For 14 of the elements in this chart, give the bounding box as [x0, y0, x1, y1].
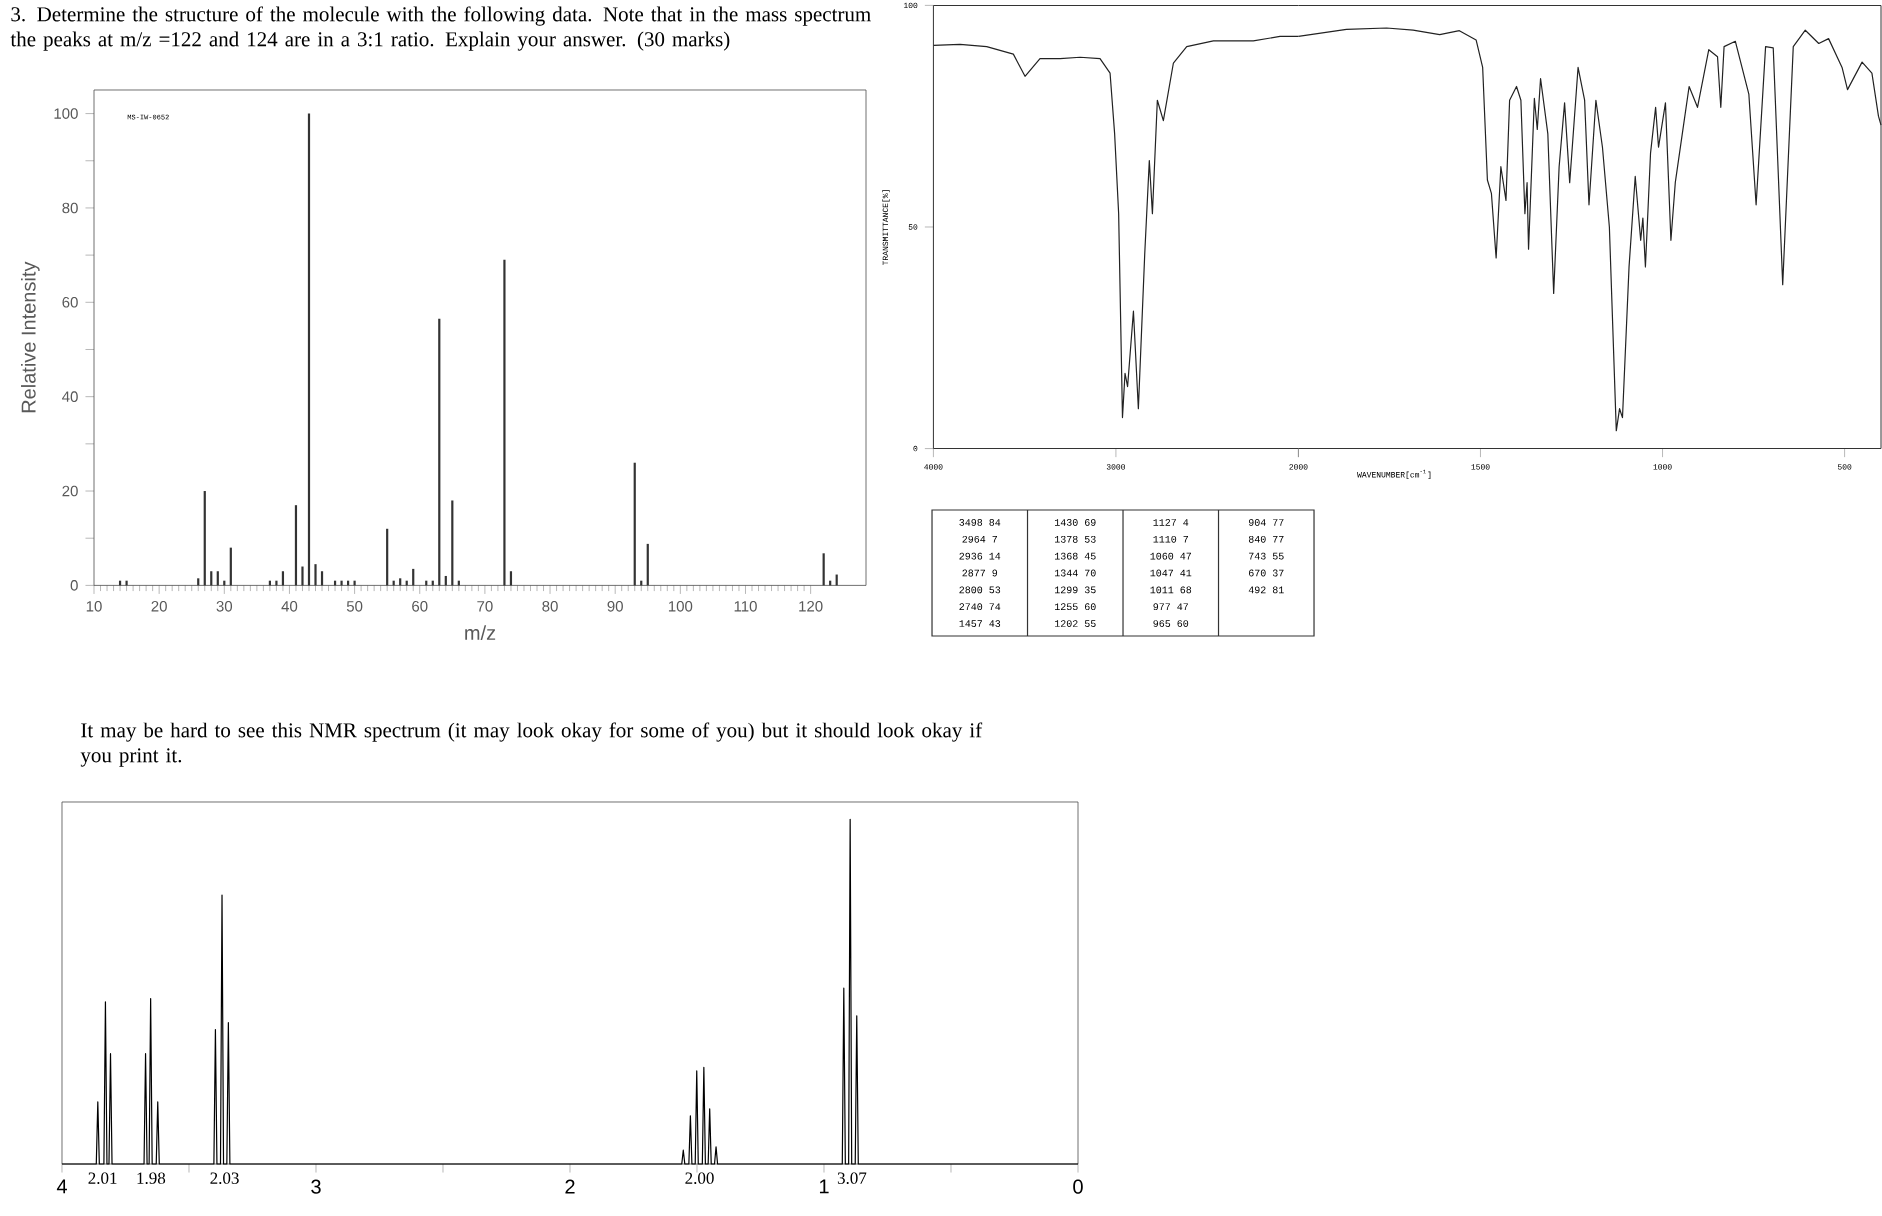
chart-title: 3. Determine the structure of the molecule with the following data. Note that in the mass spectrum the peaks at m/z =122 and 124 are in a 3:1 ratio. Explain your answer. (30 marks): [10, 6, 871, 51]
annotation: 2.01: [88, 1172, 117, 1184]
x-tick-label: 4: [56, 1179, 67, 1194]
y-axis-title: Relative Intensity: [21, 261, 40, 413]
x-tick-label: 1: [819, 1179, 829, 1194]
annotation: 1.98: [137, 1172, 166, 1184]
annotation: 2.03: [210, 1172, 239, 1184]
x-axis-title: m/z: [465, 625, 496, 641]
x-tick-label: 0: [1073, 1179, 1083, 1194]
x-tick-label: 3: [311, 1179, 321, 1194]
x-tick-label: 2: [565, 1179, 575, 1194]
chart-title: It may be hard to see this NMR spectrum (it may look okay for some of you) but it should look okay if you print it.: [80, 722, 983, 767]
annotation: 2.00: [685, 1172, 714, 1184]
annotation: 3.07: [837, 1172, 867, 1184]
